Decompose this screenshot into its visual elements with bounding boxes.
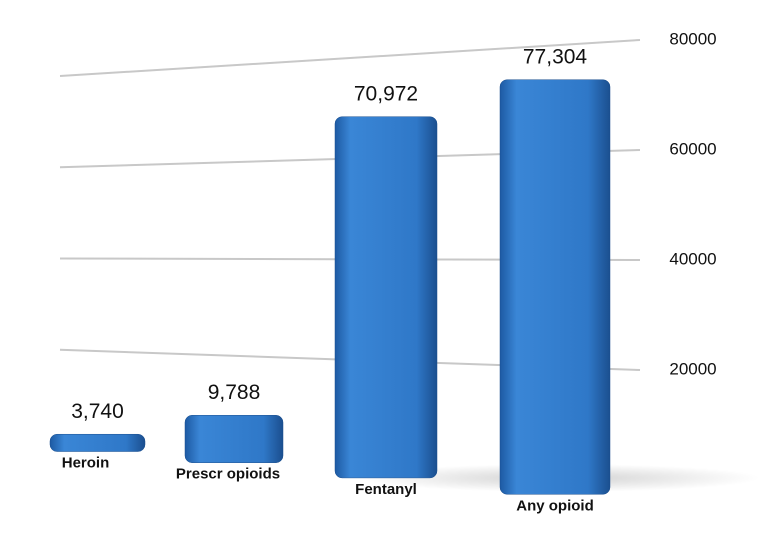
y-tick-label: 20000 (669, 359, 716, 378)
y-tick-label: 60000 (669, 139, 716, 158)
x-tick-label: Prescr opioids (176, 466, 280, 483)
bar (184, 415, 284, 463)
value-label: 3,740 (71, 400, 124, 423)
value-label: 77,304 (523, 45, 588, 68)
x-tick-label: Fentanyl (355, 481, 417, 498)
value-label: 70,972 (354, 82, 418, 105)
y-tick-label: 80000 (669, 29, 716, 48)
grid-line (59, 39, 641, 77)
bar (334, 116, 438, 479)
value-label: 9,788 (208, 381, 261, 404)
bar (49, 433, 146, 452)
x-tick-label: Heroin (62, 454, 110, 471)
x-tick-label: Any opioid (516, 497, 594, 514)
bar (499, 79, 611, 495)
y-tick-label: 40000 (669, 249, 716, 268)
